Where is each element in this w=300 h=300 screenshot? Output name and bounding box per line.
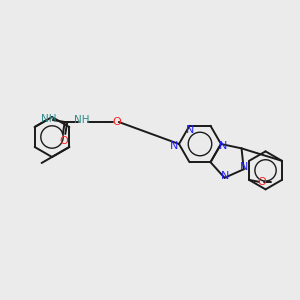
Text: O: O [112, 117, 121, 127]
Text: O: O [59, 136, 68, 146]
Text: NH: NH [41, 113, 57, 124]
Text: N: N [170, 141, 178, 151]
Text: N: N [219, 141, 227, 151]
Text: NH: NH [74, 115, 90, 125]
Text: O: O [258, 177, 266, 187]
Text: N: N [239, 162, 248, 172]
Text: N: N [221, 171, 230, 181]
Text: N: N [186, 125, 195, 135]
